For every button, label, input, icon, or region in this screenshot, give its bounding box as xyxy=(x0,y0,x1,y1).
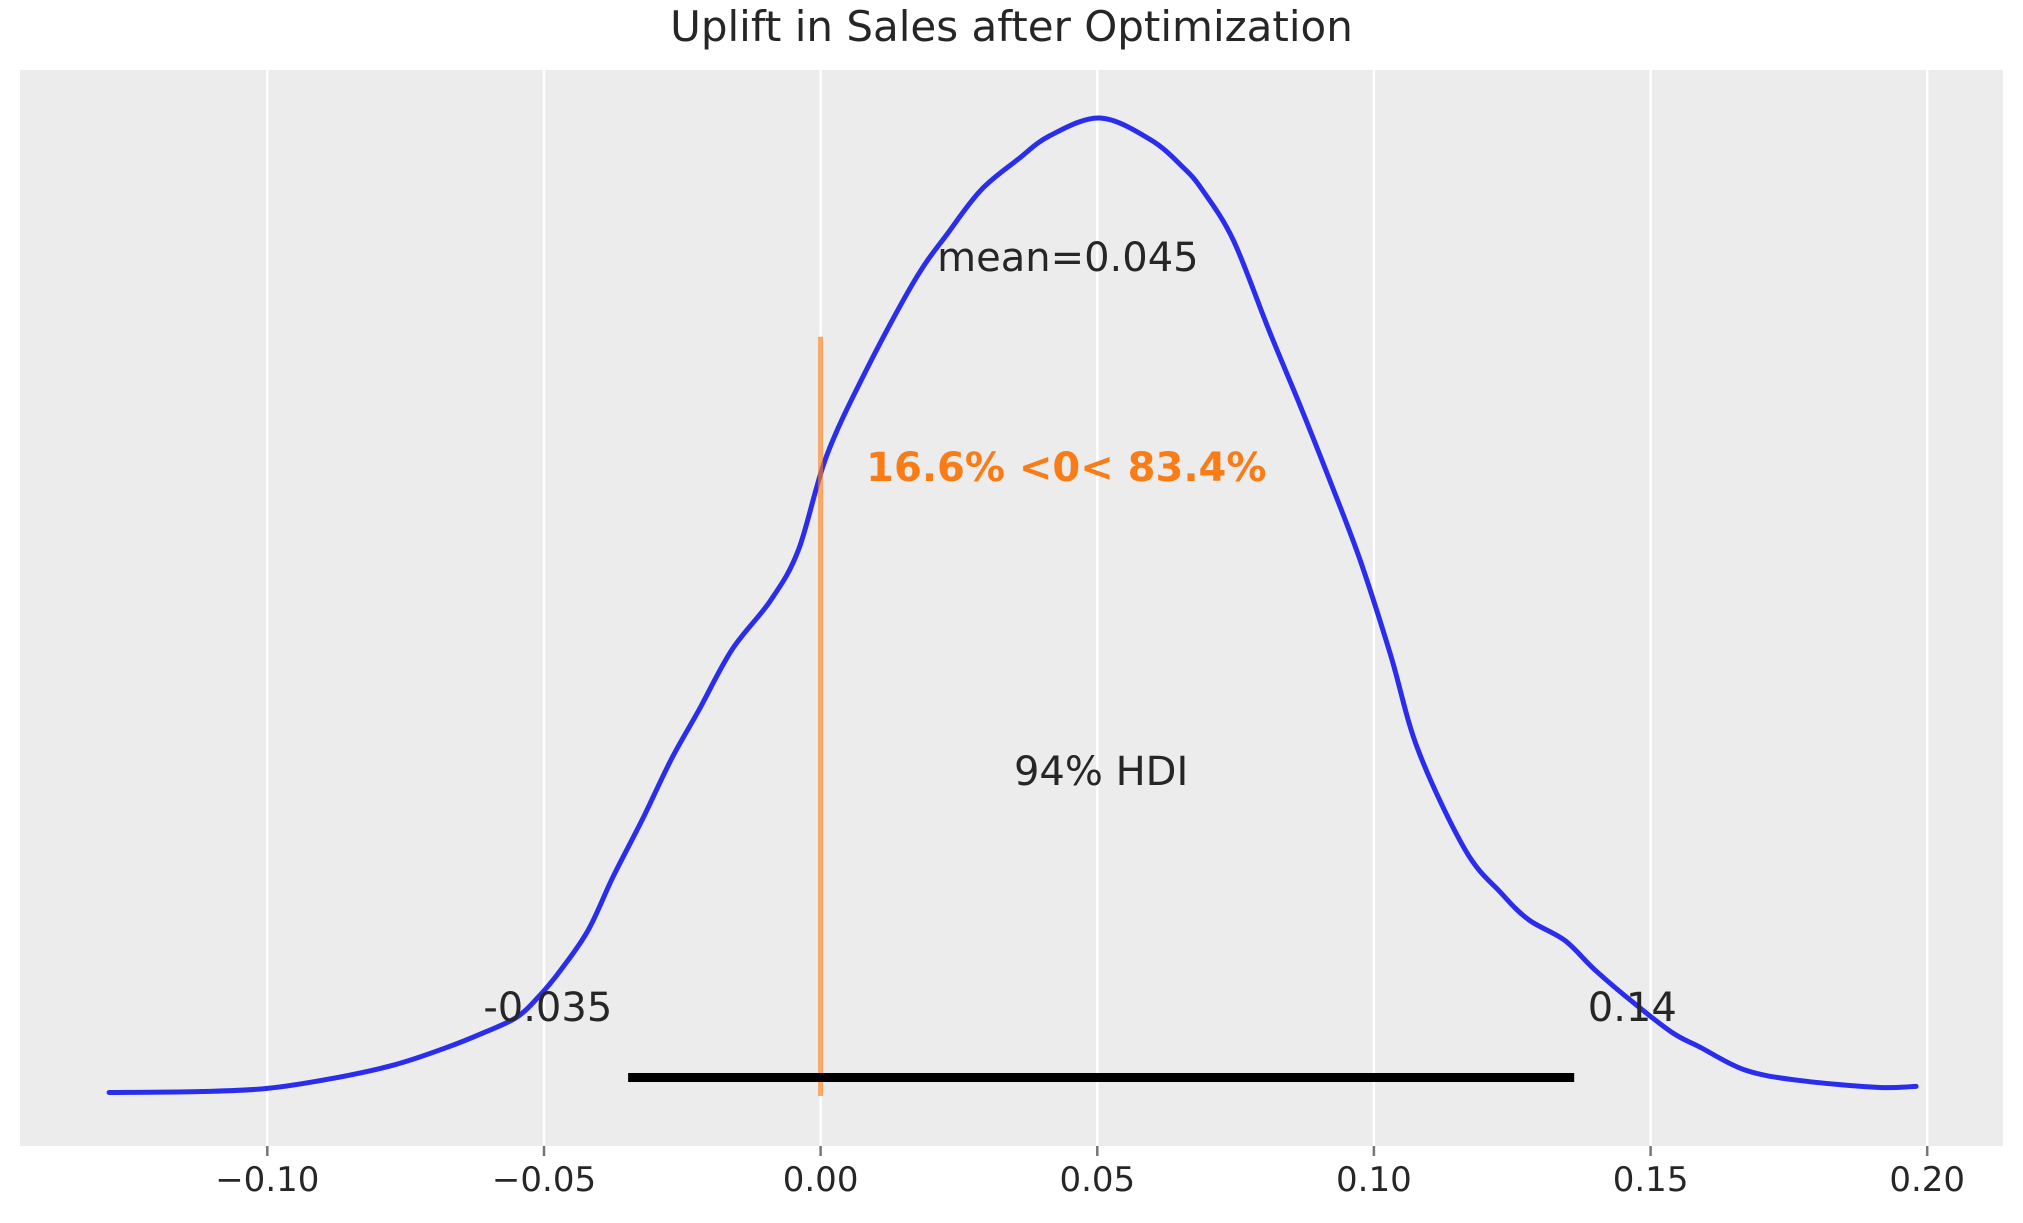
chart-title: Uplift in Sales after Optimization xyxy=(670,2,1353,51)
plot-background xyxy=(20,70,2003,1146)
x-tick-label: −0.05 xyxy=(491,1160,597,1200)
axis-tick-marks xyxy=(266,1146,1929,1156)
hdi-upper-bound-label: 0.14 xyxy=(1587,985,1677,1032)
mean-annotation: mean=0.045 xyxy=(937,235,1199,282)
x-tick-label: −0.10 xyxy=(215,1160,320,1200)
probability-split-annotation: 16.6% <0< 83.4% xyxy=(866,445,1267,492)
x-tick-label: 0.10 xyxy=(1336,1160,1412,1200)
hdi-label: 94% HDI xyxy=(1013,748,1189,795)
x-tick-label: 0.15 xyxy=(1612,1160,1689,1200)
x-tick-label: 0.20 xyxy=(1889,1160,1966,1200)
x-tick-label: 0.05 xyxy=(1059,1160,1136,1200)
hdi-lower-bound-label: -0.035 xyxy=(483,985,613,1032)
density-curve xyxy=(106,115,1919,1095)
x-tick-label: 0.00 xyxy=(782,1160,859,1200)
